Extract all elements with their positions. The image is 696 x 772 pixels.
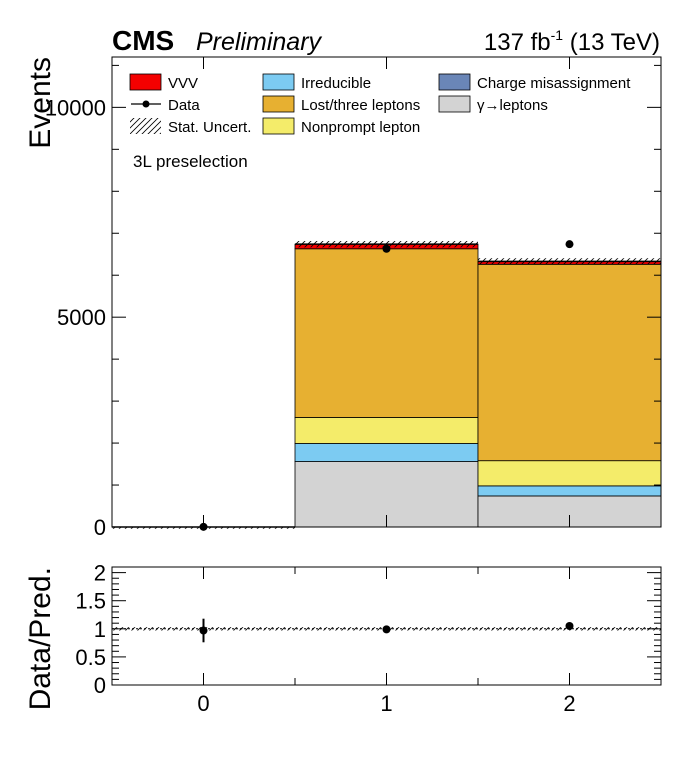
legend-label-stat-uncert-: Stat. Uncert. bbox=[168, 119, 251, 136]
ratio-point-2 bbox=[565, 622, 574, 630]
ratio-point-1 bbox=[382, 625, 391, 634]
region-label: 3L preselection bbox=[133, 152, 248, 171]
legend-swatch-irreducible bbox=[262, 73, 295, 91]
bar-lost-three-leptons-bin-1 bbox=[294, 248, 479, 418]
bar-nonprompt-lepton-bin-2 bbox=[477, 460, 662, 487]
x-tick-label-0: 0 bbox=[197, 691, 209, 716]
y-axis-title-ratio: Data/Pred. bbox=[24, 567, 57, 710]
legend-swatch-nonprompt-lepton bbox=[262, 117, 295, 135]
legend-label-charge-misassignment: Charge misassignment bbox=[477, 75, 631, 92]
main-panel: 0 5000 10000 Events 3L preselection VVV Irr… bbox=[24, 56, 662, 540]
legend-swatch-stat-uncert- bbox=[130, 118, 161, 134]
ratio-points bbox=[199, 618, 574, 643]
main-frame bbox=[111, 56, 662, 528]
legend-swatch-charge-misassignment bbox=[438, 73, 471, 91]
ratio-y-tick-label-1.5: 1.5 bbox=[75, 589, 106, 614]
ratio-y-tick-label-0.5: 0.5 bbox=[75, 645, 106, 670]
y-tick-label-10000: 10000 bbox=[45, 95, 106, 120]
bar-nonprompt-lepton-bin-1 bbox=[294, 417, 479, 444]
y-tick-label-0: 0 bbox=[94, 515, 106, 540]
legend-marker-data bbox=[142, 100, 150, 108]
status-label: Preliminary bbox=[196, 28, 323, 56]
stacked-histogram bbox=[112, 243, 662, 528]
lumi-label: 137 fb-1 (13 TeV) bbox=[484, 27, 660, 56]
bar-irreducible-bin-2 bbox=[477, 485, 662, 497]
legend-label-data: Data bbox=[168, 97, 200, 114]
legend-label-lost-three-leptons: Lost/three leptons bbox=[301, 97, 420, 114]
y-tick-label-5000: 5000 bbox=[57, 305, 106, 330]
legend-label--leptons: γ→leptons bbox=[477, 97, 548, 114]
y-axis-title-main: Events bbox=[24, 57, 57, 149]
ratio-frame bbox=[111, 566, 662, 686]
legend-label-irreducible: Irreducible bbox=[301, 75, 371, 92]
stat-uncert-bin-2 bbox=[478, 258, 661, 265]
legend: VVV Irreducible Charge misassignment Data Lo… bbox=[129, 73, 631, 136]
x-tick-label-2: 2 bbox=[563, 691, 575, 716]
ratio-panel: 0 0.5 1 1.5 2 0 1 2 Data/Pred. bbox=[24, 561, 662, 716]
stat-uncert-bin-1 bbox=[295, 241, 478, 248]
bar-lost-three-leptons-bin-2 bbox=[477, 263, 662, 462]
legend-label-nonprompt-lepton: Nonprompt lepton bbox=[301, 119, 420, 136]
data-point-bin-2 bbox=[565, 240, 574, 249]
ratio-point-0 bbox=[199, 626, 208, 635]
legend-swatch-vvv bbox=[129, 73, 162, 91]
legend-swatch-lost-three-leptons bbox=[262, 95, 295, 113]
data-point-bin-1 bbox=[382, 244, 391, 253]
experiment-label: CMS bbox=[112, 25, 174, 56]
legend-swatch--leptons bbox=[438, 95, 471, 113]
ratio-y-tick-label-2: 2 bbox=[94, 561, 106, 586]
ratio-y-tick-label-1: 1 bbox=[94, 617, 106, 642]
bar-irreducible-bin-1 bbox=[294, 443, 479, 462]
legend-label-vvv: VVV bbox=[168, 75, 198, 92]
x-tick-label-1: 1 bbox=[380, 691, 392, 716]
ratio-axes: 0 0.5 1 1.5 2 0 1 2 bbox=[75, 561, 661, 716]
ratio-y-tick-label-0: 0 bbox=[94, 673, 106, 698]
